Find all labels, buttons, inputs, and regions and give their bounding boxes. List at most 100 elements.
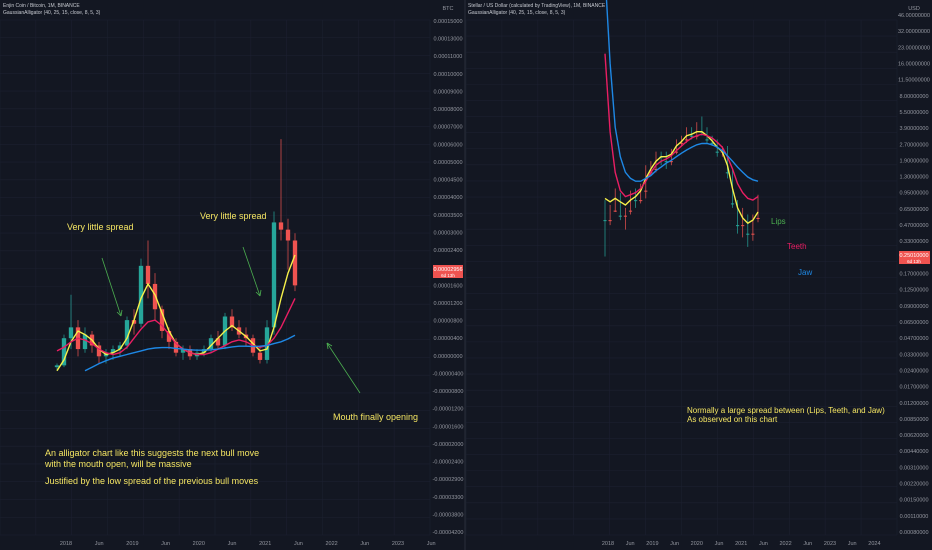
y-tick-label: -0.00002900 bbox=[433, 477, 464, 483]
y-tick-label: -0.00000400 bbox=[433, 371, 464, 377]
y-tick-label: 0.00000400 bbox=[433, 336, 462, 342]
candle-body bbox=[690, 135, 694, 137]
candle-body bbox=[124, 320, 130, 346]
x-tick-label: 2022 bbox=[325, 541, 337, 547]
x-tick-label: Jun bbox=[626, 541, 635, 547]
y-tick-label: -0.00001600 bbox=[433, 424, 464, 430]
candle-body bbox=[669, 161, 673, 163]
y-tick-label: 3.90000000 bbox=[899, 126, 928, 132]
candle-body bbox=[264, 327, 270, 360]
candle-body bbox=[117, 345, 123, 350]
y-tick-label: 0.09000000 bbox=[899, 304, 928, 310]
x-tick-label: 2023 bbox=[392, 541, 404, 547]
candle-body bbox=[285, 229, 291, 241]
left-arrow-3-head bbox=[326, 342, 333, 350]
y-tick-label: 32.00000000 bbox=[898, 29, 930, 35]
y-tick-label: -0.00002400 bbox=[433, 460, 464, 466]
right-indicator-label: GaussianAlligator (40, 25, 15, close, 8,… bbox=[468, 10, 566, 16]
y-tick-label: 0.00080000 bbox=[899, 530, 928, 536]
y-tick-label: -0.00002000 bbox=[433, 442, 464, 448]
left-indicator-label: GaussianAlligator (40, 25, 15, close, 8,… bbox=[3, 10, 101, 16]
x-tick-label: 2018 bbox=[60, 541, 72, 547]
candle-body bbox=[756, 217, 760, 219]
left-note-line-3: Justified by the low spread of the previ… bbox=[45, 476, 259, 486]
left-arrow-3 bbox=[326, 342, 361, 394]
x-tick-label: Jun bbox=[670, 541, 679, 547]
candle-body bbox=[730, 203, 735, 205]
candle-body bbox=[618, 215, 622, 217]
y-tick-label: 0.00004000 bbox=[433, 195, 462, 201]
left-note-line-2: with the mouth open, will be massive bbox=[44, 459, 192, 469]
candle-body bbox=[208, 338, 214, 350]
y-tick-label: 0.04700000 bbox=[899, 336, 928, 342]
x-tick-label: 2020 bbox=[193, 541, 205, 547]
x-tick-label: 2023 bbox=[824, 541, 836, 547]
right-label-lips: Lips bbox=[771, 217, 786, 226]
y-tick-label: 0.33000000 bbox=[899, 239, 928, 245]
y-tick-label: 0.06500000 bbox=[899, 320, 928, 326]
right-label-teeth: Teeth bbox=[787, 242, 807, 251]
x-tick-label: Jun bbox=[715, 541, 724, 547]
y-tick-label: 0.00009000 bbox=[433, 89, 462, 95]
y-tick-label: 16.00000000 bbox=[898, 61, 930, 67]
x-tick-label: Jun bbox=[95, 541, 104, 547]
candle-body bbox=[741, 225, 745, 227]
y-tick-label: 0.00620000 bbox=[899, 433, 928, 439]
candle-body bbox=[603, 220, 607, 222]
left-arrow-2 bbox=[242, 246, 261, 297]
candle-body bbox=[68, 327, 74, 339]
candle-body bbox=[215, 338, 221, 346]
y-tick-label: 1.90000000 bbox=[899, 158, 928, 164]
x-tick-label: 2024 bbox=[868, 541, 880, 547]
left-grid bbox=[0, 19, 431, 536]
left-note-line-1: An alligator chart like this suggests th… bbox=[45, 448, 259, 458]
y-tick-label: 0.00000800 bbox=[433, 319, 462, 325]
candle-body bbox=[61, 338, 67, 366]
candle-body bbox=[654, 168, 658, 170]
candle-body bbox=[229, 316, 235, 328]
candle-body bbox=[628, 210, 633, 212]
right-chart-title: Stellar / US Dollar (calculated by Tradi… bbox=[468, 3, 606, 9]
x-tick-label: Jun bbox=[161, 541, 170, 547]
y-tick-label: 0.00005000 bbox=[433, 160, 462, 166]
candle-body bbox=[751, 233, 755, 235]
y-tick-label: 0.12500000 bbox=[899, 288, 928, 294]
y-tick-label: 0.00008000 bbox=[433, 107, 462, 113]
y-tick-label: 0.17000000 bbox=[899, 272, 928, 278]
y-tick-label: 0.03300000 bbox=[899, 352, 928, 358]
right-note-line-2: As observed on this chart bbox=[687, 415, 778, 424]
candle-body bbox=[639, 200, 643, 202]
candle-body bbox=[173, 341, 179, 353]
candle-body bbox=[166, 330, 172, 342]
y-tick-label: -0.00000800 bbox=[433, 389, 464, 395]
y-tick-label: 0.00011000 bbox=[434, 54, 463, 60]
left-x-axis: 2018 Jun 2019 Jun 2020 Jun 2021 Jun 2022 Jun 2023 J… bbox=[60, 541, 436, 547]
x-tick-label: 2021 bbox=[735, 541, 747, 547]
y-tick-label: 0.00013000 bbox=[433, 37, 462, 43]
candle-body bbox=[271, 222, 277, 328]
right-price-label: 0.25010000 bbox=[899, 253, 928, 259]
left-arrow-2-head bbox=[255, 289, 262, 297]
candle-body bbox=[82, 334, 88, 350]
candle-body bbox=[736, 225, 740, 227]
candle-body bbox=[705, 139, 709, 141]
x-tick-label: Jun bbox=[228, 541, 237, 547]
candle-body bbox=[96, 345, 102, 357]
left-arrow-1-head bbox=[116, 309, 123, 317]
y-tick-label: 0.00000000 bbox=[433, 354, 462, 360]
x-tick-label: 2022 bbox=[779, 541, 791, 547]
left-price-label: 0.00002956 bbox=[433, 267, 462, 273]
right-chart-panel: Stellar / US Dollar (calculated by Tradi… bbox=[465, 0, 898, 547]
x-tick-label: 2019 bbox=[646, 541, 658, 547]
x-tick-label: 2018 bbox=[602, 541, 614, 547]
candle-body bbox=[623, 215, 627, 217]
candle-body bbox=[145, 265, 151, 284]
y-tick-label: 0.00015000 bbox=[433, 19, 462, 25]
candle-body bbox=[746, 233, 750, 235]
left-annotation-spread-2: Very little spread bbox=[200, 211, 267, 221]
candle-body bbox=[634, 200, 638, 202]
y-tick-label: 0.01200000 bbox=[899, 401, 928, 407]
candle-body bbox=[608, 220, 612, 222]
candle-body bbox=[674, 151, 678, 153]
left-price-label-box bbox=[433, 265, 463, 278]
